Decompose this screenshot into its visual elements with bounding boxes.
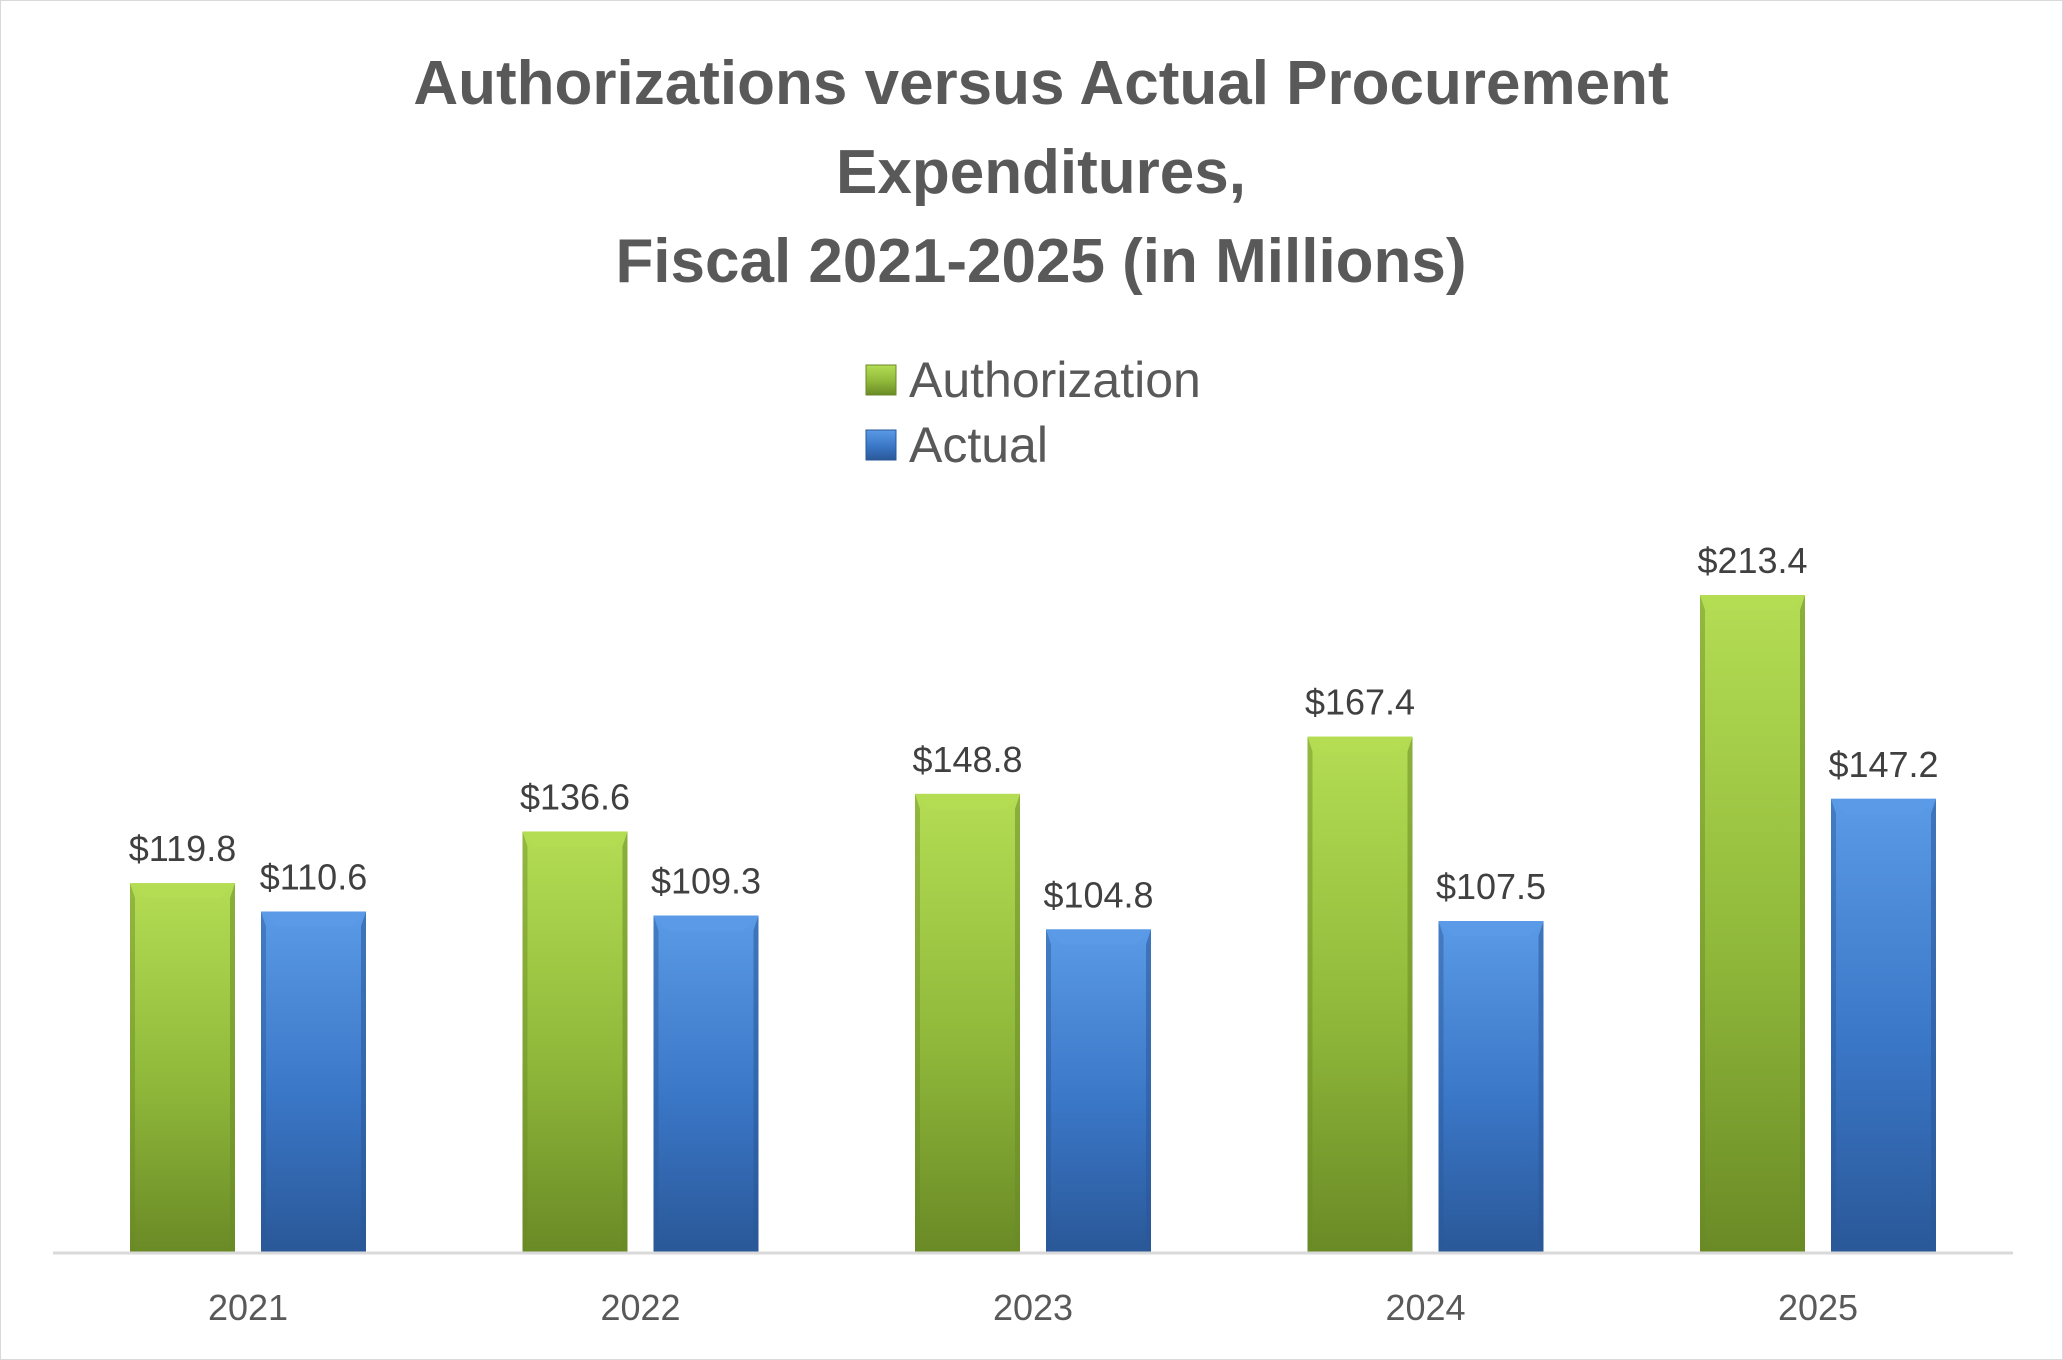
data-label-authorization-2024: $167.4 [1305, 682, 1415, 723]
bar-authorization-2024 [1307, 736, 1413, 1252]
bar-actual-2022-right-bevel [753, 915, 759, 1252]
legend-swatch-actual [865, 429, 897, 461]
plot-area: $119.8$110.62021$136.6$109.32022$148.8$1… [129, 540, 1939, 1328]
bar-authorization-2022-body [522, 831, 628, 1252]
chart-title-line-2: Expenditures, [836, 138, 1246, 207]
bar-authorization-2025-right-bevel [1800, 595, 1805, 1252]
bar-group-2023: $148.8 $104.8 [912, 739, 1154, 1252]
bar-authorization-2024-left-bevel [1307, 736, 1313, 1252]
bar-authorization-2025-left-bevel [1700, 595, 1705, 1252]
bar-actual-2025-body [1831, 798, 1936, 1252]
bar-authorization-2025-top-bevel [1700, 595, 1805, 610]
bar-actual-2023-top-bevel [1046, 929, 1151, 945]
bar-actual-2025-top-bevel [1831, 798, 1936, 814]
data-label-actual-2021: $110.6 [260, 856, 367, 897]
x-tick-label-2024: 2024 [1385, 1287, 1465, 1328]
chart-title-line-3: Fiscal 2021-2025 (in Millions) [615, 227, 1466, 296]
bar-actual-2021-top-bevel [261, 911, 366, 927]
legend: Authorization Actual [865, 352, 1201, 473]
bar-actual-2025 [1831, 798, 1936, 1252]
bar-authorization-2025-body [1700, 595, 1805, 1252]
bar-authorization-2021 [130, 883, 235, 1252]
chart-title: Authorizations versus Actual Procurement… [413, 49, 1668, 296]
bar-authorization-2023-right-bevel [1015, 793, 1020, 1252]
bar-authorization-2024-right-bevel [1407, 736, 1413, 1252]
bar-actual-2022-top-bevel [653, 915, 759, 931]
bar-actual-2024-right-bevel [1538, 921, 1544, 1252]
bar-authorization-2021-left-bevel [130, 883, 135, 1252]
bar-authorization-2023-body [915, 793, 1020, 1252]
x-tick-label-2023: 2023 [993, 1287, 1073, 1328]
bar-actual-2025-right-bevel [1931, 798, 1936, 1252]
bar-authorization-2021-top-bevel [130, 883, 235, 899]
bar-actual-2024-body [1438, 921, 1544, 1252]
bar-actual-2025-left-bevel [1831, 798, 1836, 1252]
bar-authorization-2023-left-bevel [915, 793, 920, 1252]
x-tick-label-2022: 2022 [600, 1287, 680, 1328]
data-label-actual-2024: $107.5 [1436, 866, 1546, 907]
bar-actual-2021-body [261, 911, 366, 1252]
data-label-authorization-2023: $148.8 [912, 739, 1022, 780]
bar-authorization-2024-top-bevel [1307, 736, 1413, 752]
legend-swatch-authorization [865, 364, 897, 396]
x-tick-label-2025: 2025 [1778, 1287, 1858, 1328]
bar-authorization-2022-top-bevel [522, 831, 628, 847]
data-label-authorization-2022: $136.6 [520, 776, 630, 817]
bar-actual-2023-body [1046, 929, 1151, 1252]
data-label-authorization-2025: $213.4 [1697, 540, 1807, 581]
bar-authorization-2021-body [130, 883, 235, 1252]
data-label-actual-2023: $104.8 [1043, 874, 1153, 915]
bar-group-2025: $213.4 $147.2 [1697, 540, 1939, 1252]
data-label-actual-2022: $109.3 [651, 860, 761, 901]
bar-authorization-2024-body [1307, 736, 1413, 1252]
bar-actual-2023-right-bevel [1146, 929, 1151, 1252]
bar-actual-2024-top-bevel [1438, 921, 1544, 937]
bar-actual-2021 [261, 911, 366, 1252]
bar-actual-2023 [1046, 929, 1151, 1252]
bar-actual-2022 [653, 915, 759, 1252]
bar-authorization-2022-right-bevel [622, 831, 628, 1252]
bar-authorization-2022 [522, 831, 628, 1252]
bar-authorization-2023 [915, 793, 1020, 1252]
legend-label-authorization: Authorization [909, 352, 1201, 408]
chart-title-line-1: Authorizations versus Actual Procurement [413, 49, 1668, 118]
bar-actual-2024 [1438, 921, 1544, 1252]
legend-label-actual: Actual [909, 417, 1048, 473]
bar-group-2022: $136.6 $109.3 [520, 776, 761, 1252]
bar-actual-2021-right-bevel [361, 911, 366, 1252]
legend-item-authorization: Authorization [865, 352, 1201, 408]
bar-authorization-2023-top-bevel [915, 793, 1020, 809]
bar-group-2024: $167.4 $107.5 [1305, 682, 1546, 1252]
legend-item-actual: Actual [865, 417, 1048, 473]
bar-authorization-2025 [1700, 595, 1805, 1252]
data-label-authorization-2021: $119.8 [129, 828, 236, 869]
bar-actual-2023-left-bevel [1046, 929, 1051, 1252]
bar-actual-2024-left-bevel [1438, 921, 1444, 1252]
bar-actual-2021-left-bevel [261, 911, 266, 1252]
bar-authorization-2022-left-bevel [522, 831, 528, 1252]
bar-group-2021: $119.8 $110.6 [129, 828, 367, 1252]
x-tick-label-2021: 2021 [208, 1287, 288, 1328]
bar-authorization-2021-right-bevel [230, 883, 235, 1252]
data-label-actual-2025: $147.2 [1828, 744, 1938, 785]
bar-actual-2022-left-bevel [653, 915, 659, 1252]
bar-actual-2022-body [653, 915, 759, 1252]
